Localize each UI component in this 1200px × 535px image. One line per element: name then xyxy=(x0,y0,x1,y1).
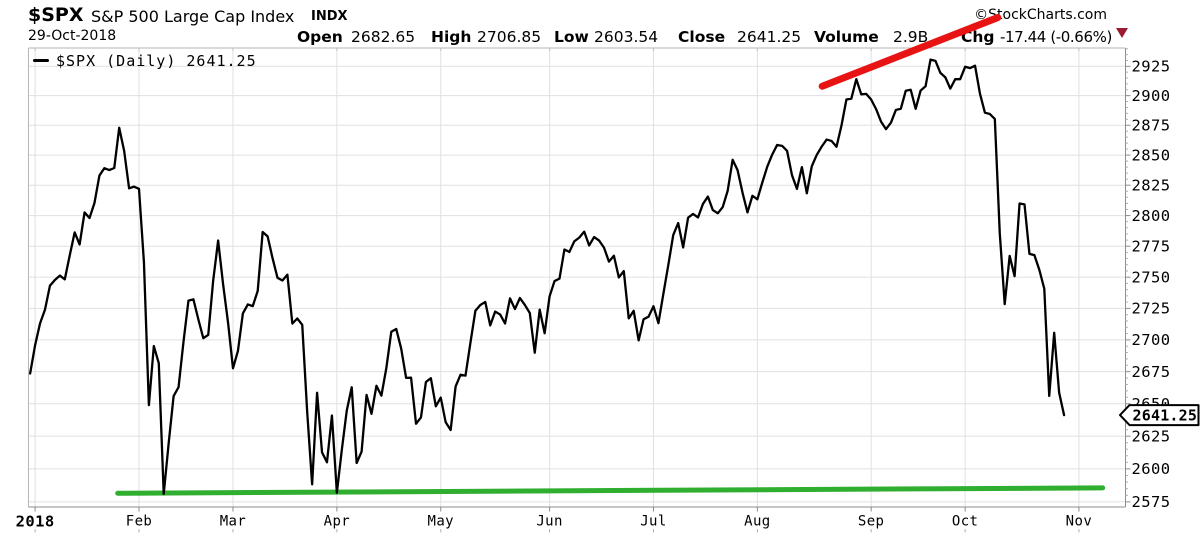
volume-label: Volume xyxy=(814,28,879,46)
x-year-label: 2018 xyxy=(16,513,55,531)
y-tick-label: 2925 xyxy=(1132,58,1171,76)
index-name-label: S&P 500 Large Cap Index xyxy=(91,6,295,26)
y-tick-label: 2600 xyxy=(1132,460,1171,478)
legend-label: $SPX (Daily) 2641.25 xyxy=(56,52,257,70)
resistance-line xyxy=(818,14,1002,90)
y-tick-label: 2775 xyxy=(1132,237,1171,255)
close-label: Close xyxy=(678,28,726,46)
grid-lines xyxy=(28,48,1126,507)
y-tick-label: 2725 xyxy=(1132,300,1171,318)
price-line-series xyxy=(28,58,1066,496)
chg-value: -17.44 (-0.66%) xyxy=(1000,28,1112,46)
y-tick-label: 2875 xyxy=(1132,116,1171,134)
quote-row: 29-Oct-2018 Open 2682.65 High 2706.85 Lo… xyxy=(0,28,1200,46)
price-line xyxy=(28,58,1066,496)
x-month-label: Feb xyxy=(126,514,153,530)
exchange-label: INDX xyxy=(311,9,348,24)
volume-value: 2.9B xyxy=(893,28,929,46)
y-axis-labels: 2575260026252650267527002725275027752800… xyxy=(1132,58,1171,512)
y-tick-label: 2625 xyxy=(1132,427,1171,445)
open-value: 2682.65 xyxy=(351,28,416,46)
x-month-label: Mar xyxy=(220,514,247,530)
last-price-callout-box xyxy=(1119,404,1200,427)
x-month-label: Sep xyxy=(858,514,885,530)
y-tick-label: 2575 xyxy=(1132,493,1171,511)
high-label: High xyxy=(431,28,472,46)
open-label: Open xyxy=(297,28,343,46)
y-tick-label: 2825 xyxy=(1132,176,1171,194)
x-month-label: Nov xyxy=(1066,514,1093,530)
x-month-label: Aug xyxy=(744,514,771,530)
plot-frame xyxy=(28,47,1126,508)
resistance-trendline xyxy=(818,14,1002,90)
stockcharts-credit: ©StockCharts.com xyxy=(974,7,1107,23)
high-value: 2706.85 xyxy=(477,28,542,46)
x-month-label: May xyxy=(428,514,455,530)
low-label: Low xyxy=(554,28,589,46)
support-trendline xyxy=(115,485,1106,496)
last-price-callout: 2641.25 xyxy=(1119,404,1200,427)
axis-ticks xyxy=(34,48,1131,533)
y-tick-label: 2800 xyxy=(1132,207,1171,225)
quote-date: 29-Oct-2018 xyxy=(28,28,117,44)
change-down-triangle-icon xyxy=(1116,28,1128,38)
x-month-label: Apr xyxy=(324,514,351,530)
chg-label: Chg xyxy=(961,28,995,46)
x-month-label: Oct xyxy=(952,514,979,530)
close-value: 2641.25 xyxy=(737,28,802,46)
support-line xyxy=(115,485,1106,496)
y-tick-label: 2700 xyxy=(1132,331,1171,349)
x-month-label: Jul xyxy=(640,514,667,530)
x-axis-labels: 2018 Feb Mar Apr May Jun Jul Aug Sep Oct Nov xyxy=(16,513,1093,531)
x-month-label: Jun xyxy=(536,514,563,530)
y-tick-label: 2900 xyxy=(1132,87,1171,105)
symbol-label: $SPX xyxy=(28,4,84,26)
legend-line-swatch-icon xyxy=(33,58,49,62)
low-value: 2603.54 xyxy=(594,28,659,46)
y-tick-label: 2750 xyxy=(1132,268,1171,286)
last-price-label: 2641.25 xyxy=(1133,407,1198,425)
y-tick-label: 2850 xyxy=(1132,146,1171,164)
y-tick-label: 2675 xyxy=(1132,363,1171,381)
